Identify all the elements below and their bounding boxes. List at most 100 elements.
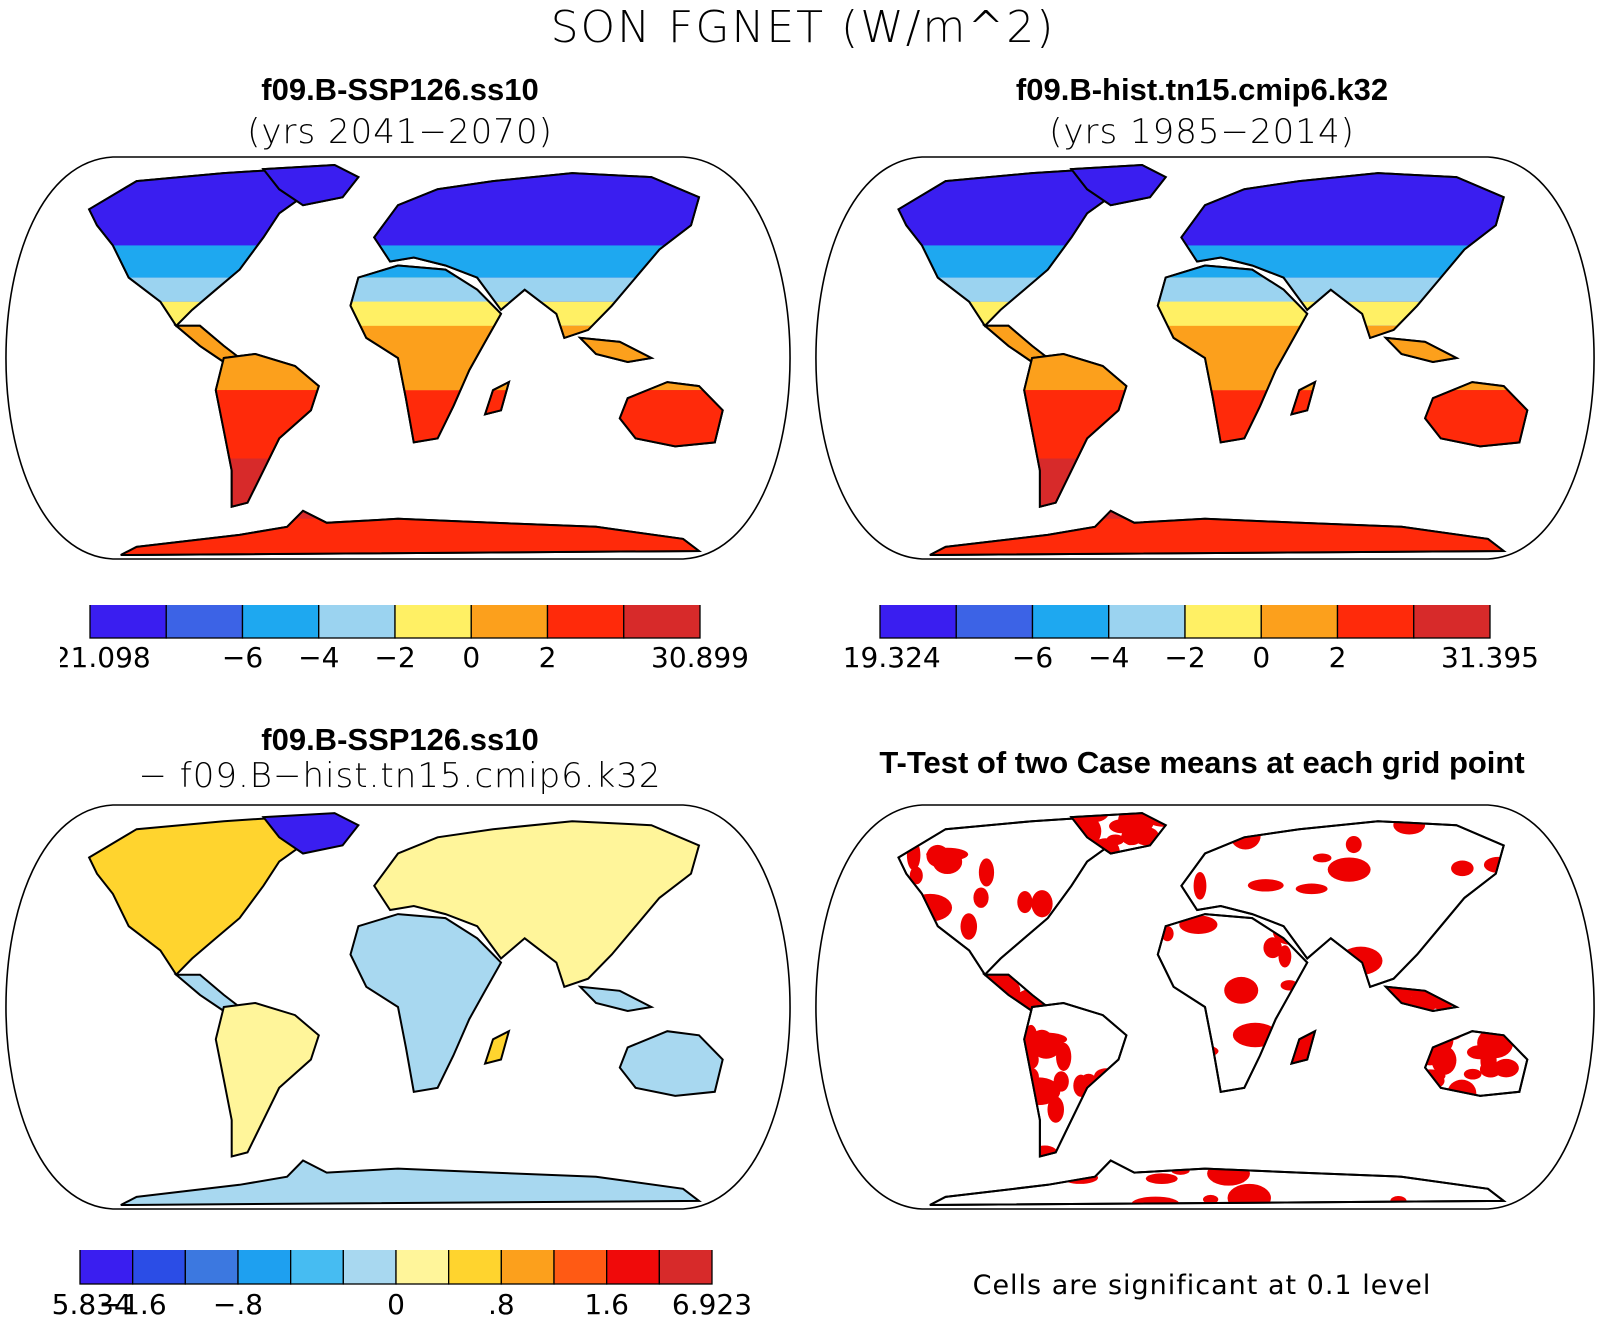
significant-cell bbox=[999, 997, 1015, 1011]
colorbar-swatch bbox=[342, 1250, 397, 1285]
panel-diff-subtitle: − f09.B−hist.tn15.cmip6.k32 bbox=[138, 756, 662, 796]
colorbar-swatch bbox=[165, 605, 244, 639]
panel-case2-title: f09.B-hist.tn15.cmip6.k32 bbox=[1015, 72, 1389, 107]
significant-cell bbox=[1319, 1160, 1352, 1172]
land-region-greenland bbox=[261, 812, 360, 855]
colorbar-label: −6 bbox=[222, 641, 263, 674]
significant-cell bbox=[898, 924, 914, 935]
significant-cell bbox=[960, 913, 978, 940]
flux-band bbox=[350, 277, 501, 302]
map-boundary bbox=[815, 804, 1595, 1210]
colorbar-label: −1.6 bbox=[99, 1288, 167, 1321]
significant-cell bbox=[1190, 1081, 1214, 1092]
significant-cell bbox=[898, 882, 917, 904]
land-region-southAmerica bbox=[214, 1001, 320, 1158]
figure-title: SON FGNET (W/m^2) bbox=[550, 2, 1056, 53]
significant-cell bbox=[1393, 821, 1426, 835]
significant-cell bbox=[1480, 1047, 1497, 1075]
significant-cell bbox=[930, 963, 959, 975]
significant-cell bbox=[1047, 1096, 1065, 1123]
significant-cell bbox=[986, 991, 1011, 1011]
significant-cell bbox=[1385, 1002, 1405, 1011]
significant-cell bbox=[909, 866, 923, 885]
panel-case1-subtitle: (yrs 2041−2070) bbox=[247, 112, 553, 152]
significant-cell bbox=[1345, 836, 1362, 854]
flux-band bbox=[2, 459, 794, 519]
significant-cell bbox=[1295, 883, 1328, 895]
significant-cell bbox=[1331, 961, 1347, 971]
flux-band bbox=[812, 459, 1598, 519]
colorbar-swatch bbox=[1031, 605, 1110, 639]
significant-cell bbox=[973, 887, 989, 908]
land-region-australia bbox=[618, 1030, 724, 1097]
map-ttest bbox=[815, 804, 1595, 1210]
significant-cell bbox=[1465, 1160, 1495, 1170]
significant-cell bbox=[1278, 945, 1292, 968]
colorbar-label: 31.395 bbox=[1441, 641, 1539, 674]
flux-band bbox=[2, 459, 794, 519]
colorbar-label: −6 bbox=[1012, 641, 1053, 674]
significant-cell bbox=[1385, 998, 1399, 1011]
colorbar-label: −2 bbox=[374, 641, 415, 674]
flux-band bbox=[812, 459, 1598, 519]
significant-cell bbox=[1179, 915, 1218, 934]
significant-cell bbox=[1202, 1194, 1219, 1204]
colorbar-case2: −19.324 −6 −4 −2 0 2 31.395 bbox=[840, 605, 1539, 674]
colorbar-label: .8 bbox=[488, 1288, 515, 1321]
flux-band bbox=[812, 459, 1598, 519]
panel-diff-title: f09.B-SSP126.ss10 bbox=[261, 722, 539, 757]
flux-band bbox=[2, 459, 794, 519]
colorbar-label: −5.834 bbox=[50, 1288, 132, 1321]
colorbar-label: 0 bbox=[462, 641, 480, 674]
significant-cell bbox=[1026, 974, 1048, 991]
significant-cell bbox=[1121, 817, 1139, 846]
significant-cell bbox=[1429, 1031, 1464, 1042]
significant-cell bbox=[1434, 986, 1457, 999]
map-diff bbox=[5, 804, 791, 1210]
significant-cell bbox=[1031, 1034, 1061, 1059]
colorbar-label: 0 bbox=[1252, 641, 1270, 674]
colorbar-swatch bbox=[184, 1250, 239, 1285]
panel-case1-title: f09.B-SSP126.ss10 bbox=[261, 72, 539, 107]
panel-ttest-title: T-Test of two Case means at each grid po… bbox=[879, 745, 1525, 780]
flux-band bbox=[812, 459, 1598, 519]
flux-band bbox=[120, 510, 700, 519]
significant-cell bbox=[1277, 1078, 1307, 1092]
colorbar-swatch bbox=[658, 1250, 713, 1285]
significant-cell bbox=[1159, 1021, 1204, 1043]
land-region-europeAsia bbox=[372, 820, 701, 989]
significant-cell bbox=[1227, 1183, 1271, 1205]
flux-band bbox=[1425, 382, 1528, 391]
significant-cell bbox=[1024, 1066, 1039, 1088]
panel-case2-subtitle: (yrs 1985−2014) bbox=[1049, 112, 1355, 152]
significant-cell bbox=[1263, 937, 1282, 959]
colorbar-swatch bbox=[1413, 605, 1491, 639]
colorbar-swatch bbox=[546, 605, 625, 639]
flux-band bbox=[350, 325, 501, 358]
colorbar-swatch bbox=[955, 605, 1034, 639]
colorbar-swatch bbox=[1184, 605, 1262, 639]
significant-cell bbox=[1385, 996, 1405, 1011]
land-region-africa bbox=[349, 913, 503, 1093]
flux-band bbox=[812, 459, 1598, 519]
land-region-indonesia bbox=[577, 985, 655, 1013]
map-case1 bbox=[2, 156, 794, 560]
colorbar-swatch bbox=[241, 605, 320, 639]
significant-cell bbox=[1479, 1164, 1504, 1181]
significant-cell bbox=[989, 994, 1005, 1011]
colorbar-swatch bbox=[623, 605, 701, 639]
flux-band bbox=[929, 510, 1504, 519]
flux-band bbox=[1157, 301, 1308, 326]
colorbar-swatch bbox=[470, 605, 549, 639]
colorbar-swatch bbox=[606, 1250, 660, 1285]
flux-band bbox=[1425, 390, 1528, 447]
colorbar-swatch bbox=[237, 1250, 292, 1285]
flux-band bbox=[2, 459, 794, 519]
significant-cell bbox=[1312, 853, 1332, 863]
significant-cell bbox=[1207, 1161, 1250, 1186]
colorbar-label: 0 bbox=[387, 1288, 405, 1321]
significant-cell bbox=[1145, 1173, 1178, 1184]
colorbar-label: −.8 bbox=[213, 1288, 263, 1321]
significance-note: Cells are significant at 0.1 level bbox=[972, 1270, 1432, 1301]
colorbar-swatch bbox=[318, 605, 396, 639]
